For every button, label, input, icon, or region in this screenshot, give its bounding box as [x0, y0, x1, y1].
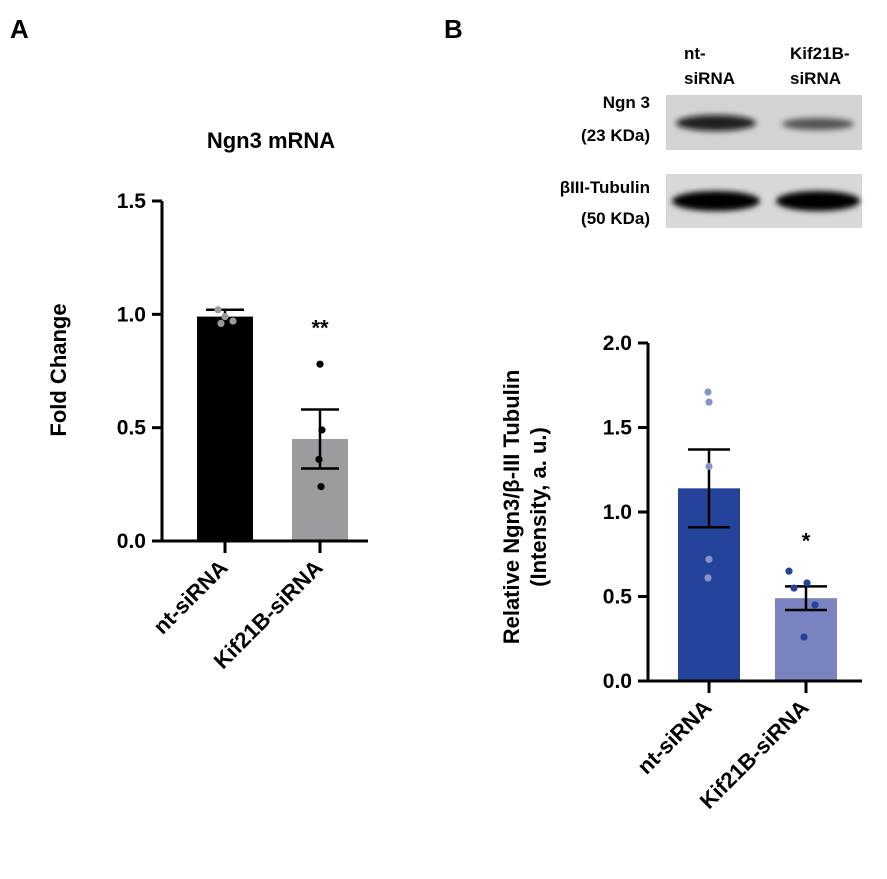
- blot-lane-2-label-line-2: siRNA: [790, 69, 841, 88]
- blot-band-ngn3-kif21b: [782, 118, 854, 130]
- chart-b-data-point: [704, 574, 712, 582]
- chart-b-y-axis-label-line-1: Relative Ngn3/β-III Tubulin: [499, 370, 524, 645]
- chart-b-data-point: [704, 388, 712, 396]
- blot-lane-1-label-line-2: siRNA: [684, 69, 735, 88]
- chart-b-data-point: [790, 584, 798, 592]
- blot-row-2-label-line-2: (50 KDa): [581, 209, 650, 228]
- chart-a-y-tick-label: 0.5: [117, 417, 147, 440]
- blot-band-tubulin-nt: [672, 191, 760, 211]
- chart-a-data-point: [318, 426, 326, 434]
- chart-a-x-tick-label: nt-siRNA: [148, 555, 232, 639]
- chart-a-bar-1: [197, 316, 253, 541]
- chart-a-y-tick-label: 1.0: [117, 303, 146, 326]
- chart-b-y-tick-label: 2.0: [603, 332, 632, 355]
- chart-b-x-tick-label: nt-siRNA: [632, 695, 716, 779]
- blot-row-1-label-line-1: Ngn 3: [603, 93, 650, 112]
- chart-a-y-axis-label: Fold Change: [46, 303, 71, 436]
- blot-row-2-label-line-1: βIII-Tubulin: [560, 178, 650, 197]
- chart-a-data-point: [217, 319, 225, 327]
- chart-b-significance-2: *: [802, 528, 811, 553]
- chart-b-data-point: [800, 633, 808, 641]
- chart-b-y-tick-label: 1.5: [603, 417, 633, 440]
- panel-b-letter: B: [444, 14, 463, 44]
- chart-a-data-point: [229, 317, 237, 325]
- chart-a: Ngn3 mRNA Fold Change 0.0 0.5 1.0 1.5 nt-siR…: [46, 128, 368, 674]
- western-blot: nt- siRNA Kif21B- siRNA Ngn 3 (23 KDa) β…: [560, 44, 862, 228]
- panel-a-letter: A: [10, 14, 29, 44]
- chart-a-title: Ngn3 mRNA: [207, 128, 335, 153]
- chart-b-data-point: [785, 567, 793, 575]
- chart-a-data-point: [316, 360, 324, 368]
- chart-a-data-point: [315, 455, 323, 463]
- chart-b-y-tick-label: 0.5: [603, 586, 633, 609]
- chart-a-data-point: [221, 313, 229, 321]
- blot-row-1-label-line-2: (23 KDa): [581, 126, 650, 145]
- chart-b-data-point: [811, 601, 819, 609]
- chart-a-y-tick-label: 1.5: [117, 190, 147, 213]
- chart-b-data-point: [705, 555, 713, 563]
- blot-lane-1-label-line-1: nt-: [684, 44, 706, 63]
- chart-a-data-point: [214, 306, 222, 314]
- chart-b-y-tick-label: 0.0: [603, 670, 632, 693]
- chart-b-y-tick-label: 1.0: [603, 501, 632, 524]
- chart-b-data-point: [705, 398, 713, 406]
- chart-b-y-axis-label-line-2: (Intensity, a. u.): [526, 427, 551, 587]
- blot-band-tubulin-kif21b: [776, 191, 860, 211]
- blot-band-ngn3-nt: [676, 115, 756, 131]
- chart-b-data-point: [803, 579, 811, 587]
- chart-a-data-point: [317, 483, 325, 491]
- chart-b: Relative Ngn3/β-III Tubulin (Intensity, …: [499, 332, 862, 814]
- chart-a-y-tick-label: 0.0: [117, 530, 146, 553]
- chart-a-significance-2: **: [311, 316, 329, 341]
- blot-lane-2-label-line-1: Kif21B-: [790, 44, 850, 63]
- chart-b-data-point: [705, 462, 713, 470]
